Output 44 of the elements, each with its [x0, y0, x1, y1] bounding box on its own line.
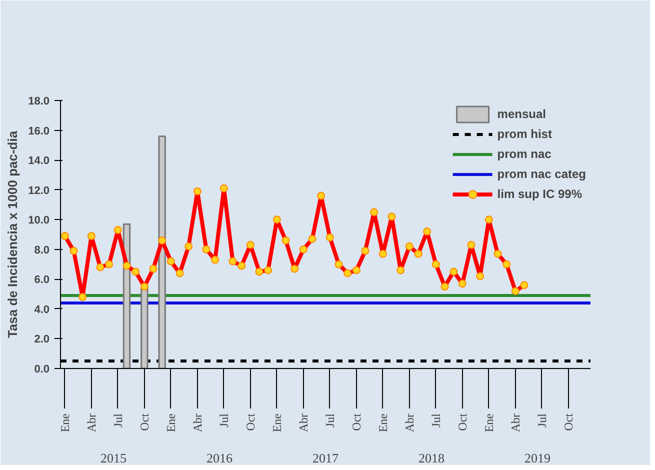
bar [158, 135, 166, 368]
y-tick-label: 16.0 [28, 125, 50, 138]
legend-label: lim sup IC 99% [497, 187, 582, 201]
x-tick-label: Ene [58, 414, 72, 432]
x-tick-label: Abr [402, 413, 416, 432]
text: 2016 [206, 450, 233, 466]
x-tick-label: Abr [84, 413, 98, 432]
text: 2018 [418, 450, 444, 466]
legend-label: prom nac [497, 147, 552, 161]
bar [140, 286, 148, 368]
y-axis-title: Tasa de Incidencia x 1000 pac-dia [5, 130, 20, 338]
x-tick-label: Abr [296, 413, 310, 432]
y-tick-label: 2.0 [34, 334, 50, 346]
y-tick-label: 8.0 [34, 244, 50, 256]
y-tick-label: 18.0 [28, 96, 50, 108]
x-tick-label: Ene [482, 414, 496, 432]
text: 2015 [100, 450, 126, 466]
x-tick-label: Oct [455, 412, 470, 431]
legend-label: prom hist [497, 127, 552, 141]
legend-label: mensual [497, 107, 546, 121]
x-tick-label: Jul [534, 412, 549, 428]
text: 2017 [312, 450, 339, 466]
y-tick-label: 14.0 [28, 155, 50, 168]
bar [122, 223, 131, 368]
text: 2019 [524, 450, 550, 466]
x-tick-label: Ene [164, 414, 178, 432]
x-tick-label: Ene [376, 414, 390, 432]
x-tick-label: Oct [349, 412, 364, 431]
x-tick-label: Oct [561, 412, 576, 431]
x-tick-label: Abr [508, 413, 522, 432]
x-tick-label: Jul [216, 412, 231, 428]
y-tick-label: 10.0 [28, 214, 50, 227]
x-tick-label: Ene [270, 414, 284, 432]
x-tick-label: Jul [322, 412, 337, 428]
x-tick-label: Oct [243, 412, 258, 431]
x-tick-label: Abr [190, 413, 204, 432]
legend-label: prom nac categ [497, 167, 586, 181]
y-tick-label: 4.0 [34, 304, 50, 316]
y-tick-label: 0.0 [34, 364, 50, 376]
y-tick-label: 6.0 [34, 274, 50, 286]
x-tick-label: Oct [137, 412, 152, 431]
x-tick-label: Jul [428, 412, 443, 428]
x-tick-label: Jul [110, 412, 125, 428]
y-tick-label: 12.0 [28, 184, 50, 197]
